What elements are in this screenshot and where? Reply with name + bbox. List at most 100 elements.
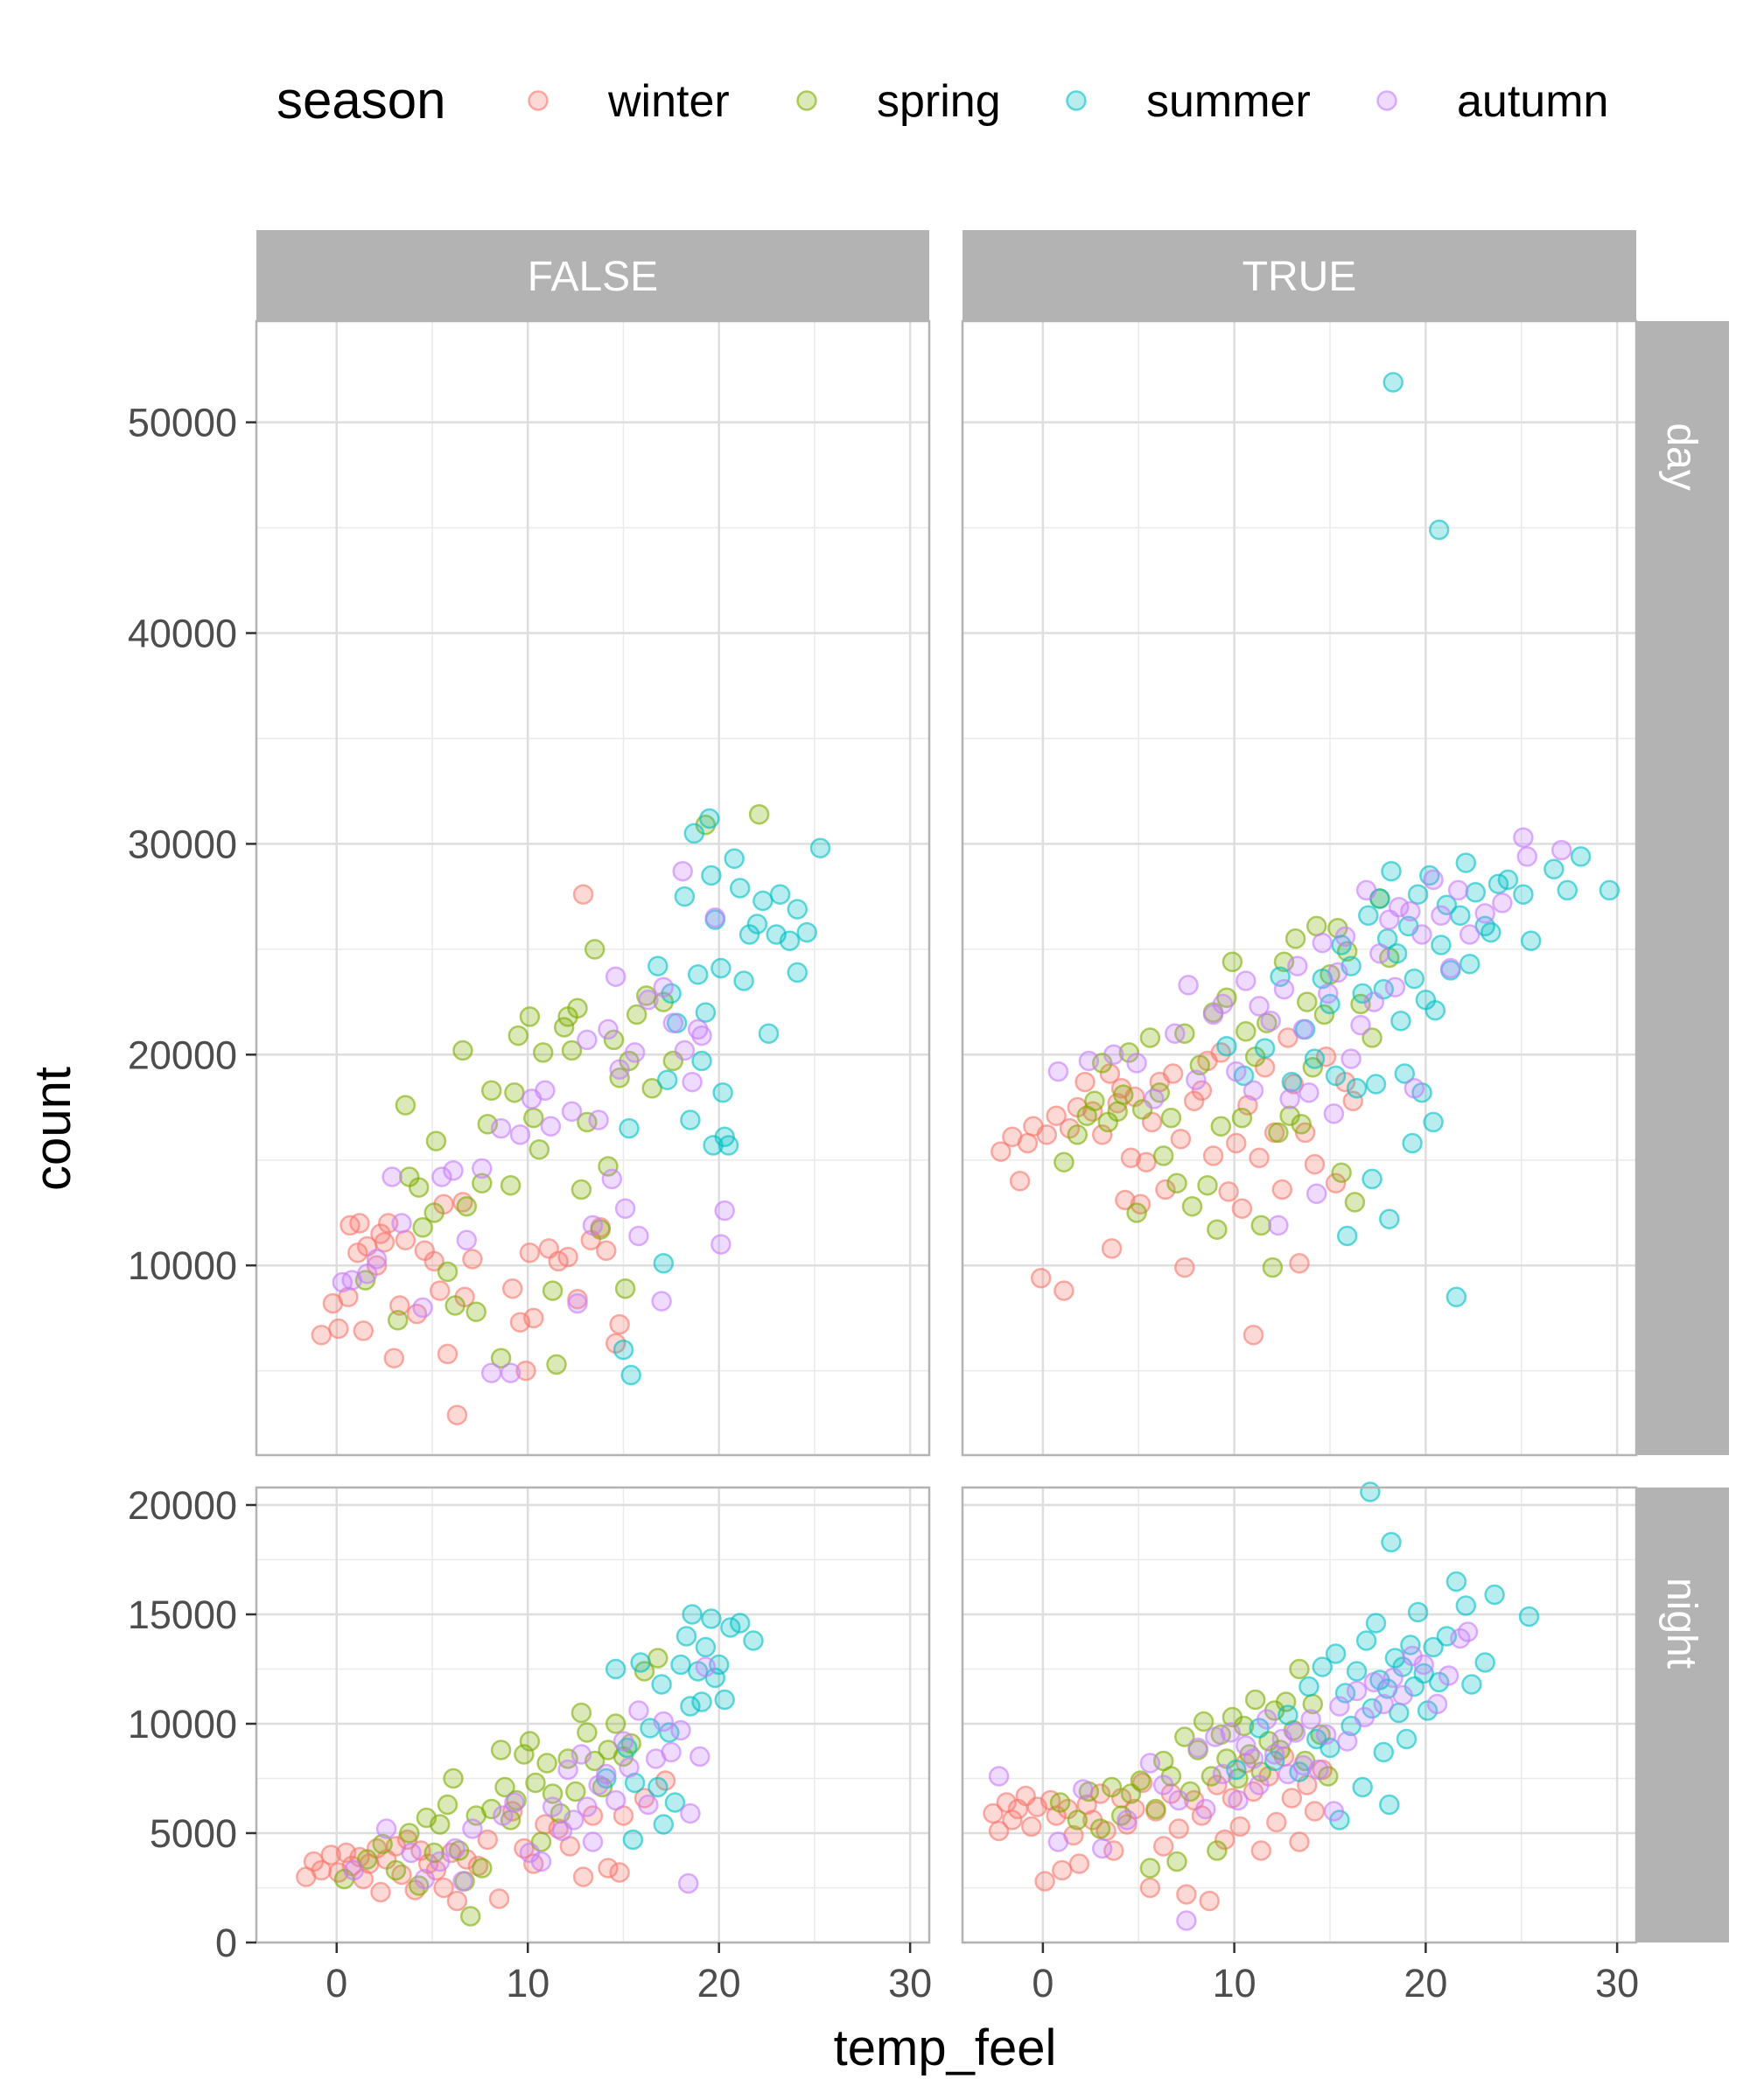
point-summer xyxy=(691,1691,712,1712)
point-autumn xyxy=(690,1746,710,1768)
point-autumn xyxy=(1492,892,1513,914)
point-summer xyxy=(648,1776,668,1798)
point-winter xyxy=(374,1231,396,1253)
point-autumn xyxy=(1413,1654,1434,1676)
point-autumn xyxy=(1047,1831,1069,1852)
point-winter xyxy=(395,1229,416,1251)
point-winter xyxy=(1091,1124,1113,1145)
point-autumn xyxy=(509,1124,531,1145)
point-winter xyxy=(311,1324,332,1346)
point-spring xyxy=(1084,1090,1105,1112)
point-summer xyxy=(619,1117,640,1139)
strip-label: night xyxy=(1658,1578,1704,1669)
point-spring xyxy=(1193,1711,1214,1732)
point-autumn xyxy=(1306,1183,1327,1205)
point-autumn xyxy=(1426,1693,1448,1715)
point-autumn xyxy=(429,1851,451,1872)
point-autumn xyxy=(1073,1779,1094,1800)
point-autumn xyxy=(577,1029,598,1051)
point-autumn xyxy=(1126,1053,1147,1074)
point-summer xyxy=(1423,1111,1444,1133)
point-spring xyxy=(1166,1851,1187,1872)
point-autumn xyxy=(1249,1774,1270,1796)
point-autumn xyxy=(343,1859,365,1881)
point-autumn xyxy=(614,1198,636,1219)
point-summer xyxy=(779,930,801,951)
point-summer xyxy=(1436,894,1458,916)
point-winter xyxy=(429,1280,451,1301)
x-tick-label: 30 xyxy=(888,1961,932,2006)
point-autumn xyxy=(682,1071,703,1093)
point-spring xyxy=(429,1814,451,1835)
point-spring xyxy=(1054,1152,1074,1172)
point-autumn xyxy=(375,1818,397,1839)
point-spring xyxy=(546,1354,567,1376)
point-winter xyxy=(1139,1877,1161,1899)
point-autumn xyxy=(567,1292,588,1314)
point-winter xyxy=(1304,1801,1326,1822)
point-spring xyxy=(570,1702,592,1724)
point-spring xyxy=(748,803,770,825)
point-spring xyxy=(472,1172,493,1194)
point-autumn xyxy=(601,1168,623,1190)
point-winter xyxy=(1030,1267,1052,1289)
point-autumn xyxy=(670,1719,691,1741)
point-summer xyxy=(1431,934,1452,956)
point-winter xyxy=(523,1853,544,1874)
point-winter xyxy=(990,1141,1012,1162)
point-summer xyxy=(729,878,751,899)
legend-label: summer xyxy=(1146,76,1311,127)
legend-key xyxy=(528,90,549,111)
legend: season winter spring summer autumn xyxy=(276,71,1608,130)
point-autumn xyxy=(443,1160,464,1181)
y-tick-label: 10000 xyxy=(128,1243,237,1288)
legend-key xyxy=(796,90,817,111)
point-summer xyxy=(1497,869,1519,891)
point-autumn xyxy=(493,1805,514,1826)
point-autumn xyxy=(596,1763,617,1785)
point-winter xyxy=(1250,1840,1272,1861)
point-spring xyxy=(1262,1256,1284,1278)
point-summer xyxy=(1557,879,1578,901)
point-winter xyxy=(1162,1063,1184,1084)
panel-background xyxy=(962,1488,1636,1942)
point-summer xyxy=(1518,1606,1540,1628)
point-autumn xyxy=(356,1264,378,1284)
point-autumn xyxy=(588,1774,609,1796)
facet-panels: FALSE TRUE day night xyxy=(255,230,1729,1944)
points xyxy=(990,372,1620,1346)
point-spring xyxy=(408,1177,430,1198)
point-autumn xyxy=(1318,983,1339,1004)
point-summer xyxy=(718,1135,739,1156)
point-winter xyxy=(1046,1105,1067,1126)
point-winter xyxy=(1136,1152,1157,1172)
point-summer xyxy=(699,808,720,830)
point-winter xyxy=(370,1881,391,1903)
point-spring xyxy=(1291,1114,1312,1135)
point-autumn xyxy=(1400,900,1421,922)
point-spring xyxy=(1289,1658,1310,1680)
point-winter xyxy=(488,1888,510,1909)
point-winter xyxy=(462,1249,483,1270)
point-summer xyxy=(1423,1636,1444,1658)
point-autumn xyxy=(1292,1018,1314,1040)
point-autumn xyxy=(1287,956,1308,976)
point-winter xyxy=(1099,1063,1121,1084)
point-summer xyxy=(630,1652,651,1673)
point-winter xyxy=(1183,1090,1205,1112)
x-tick-label: 0 xyxy=(326,1961,347,2006)
point-winter xyxy=(598,1858,619,1879)
point-winter xyxy=(1304,1153,1326,1175)
point-winter xyxy=(1174,1256,1195,1278)
strip-col-true: TRUE xyxy=(962,230,1636,321)
point-winter xyxy=(515,1360,536,1382)
legend-key xyxy=(1376,90,1397,111)
point-summer xyxy=(1379,1794,1400,1816)
point-spring xyxy=(523,1107,544,1129)
point-autumn xyxy=(1334,926,1356,948)
point-autumn xyxy=(1513,827,1534,848)
point-spring xyxy=(480,1080,502,1102)
point-autumn xyxy=(662,1012,684,1033)
point-autumn xyxy=(557,1759,578,1781)
point-summer xyxy=(701,1608,722,1629)
